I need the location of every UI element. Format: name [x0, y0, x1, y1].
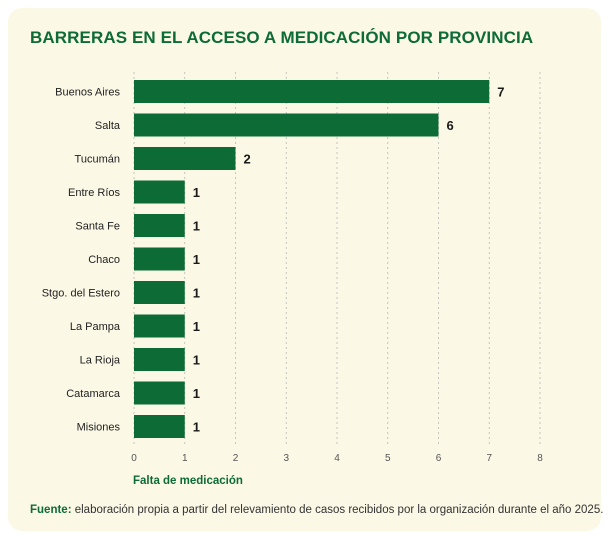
- x-tick-label: 0: [131, 453, 137, 464]
- data-label: 1: [193, 286, 200, 301]
- source-text: elaboración propia a partir del relevami…: [71, 504, 604, 516]
- bar: [134, 180, 185, 204]
- data-label: 1: [193, 319, 200, 334]
- data-label: 7: [497, 85, 504, 100]
- category-label: Stgo. del Estero: [42, 288, 120, 300]
- data-label: 1: [193, 185, 200, 200]
- bar: [134, 314, 185, 338]
- category-label: Buenos Aires: [55, 87, 120, 99]
- bar: [134, 281, 185, 304]
- x-tick-label: 6: [436, 453, 442, 464]
- bar: [134, 113, 439, 137]
- category-label: Catamarca: [66, 388, 121, 400]
- category-label: Santa Fe: [75, 221, 120, 233]
- data-label: 1: [193, 386, 200, 401]
- x-tick-label: 8: [537, 453, 543, 464]
- data-label: 1: [193, 219, 200, 234]
- chart-title: BARRERAS EN EL ACCESO A MEDICACIÓN POR P…: [30, 28, 534, 47]
- source-note: Fuente: elaboración propia a partir del …: [30, 504, 603, 516]
- data-label: 2: [244, 152, 251, 167]
- x-tick-label: 2: [233, 453, 239, 464]
- bar: [134, 415, 185, 438]
- bar: [134, 381, 185, 405]
- x-tick-label: 7: [486, 453, 492, 464]
- bar: [134, 247, 185, 271]
- data-label: 1: [193, 353, 200, 368]
- data-label: 1: [193, 252, 200, 267]
- category-label: Chaco: [88, 254, 120, 266]
- category-label: La Rioja: [80, 355, 121, 367]
- bar: [134, 80, 490, 103]
- bar: [134, 348, 185, 371]
- x-tick-label: 3: [283, 453, 289, 464]
- category-label: Misiones: [77, 422, 121, 434]
- data-label: 6: [447, 118, 454, 133]
- bar: [134, 147, 236, 170]
- category-label: Entre Ríos: [68, 187, 120, 199]
- source-label: Fuente:: [30, 504, 72, 516]
- x-tick-label: 5: [385, 453, 391, 464]
- x-tick-label: 4: [334, 453, 340, 464]
- x-tick-label: 1: [182, 453, 188, 464]
- category-label: Salta: [95, 120, 121, 132]
- data-label: 1: [193, 420, 200, 435]
- x-axis-title: Falta de medicación: [133, 475, 243, 487]
- category-label: Tucumán: [75, 154, 120, 166]
- category-label: La Pampa: [70, 321, 121, 333]
- bar: [134, 214, 185, 237]
